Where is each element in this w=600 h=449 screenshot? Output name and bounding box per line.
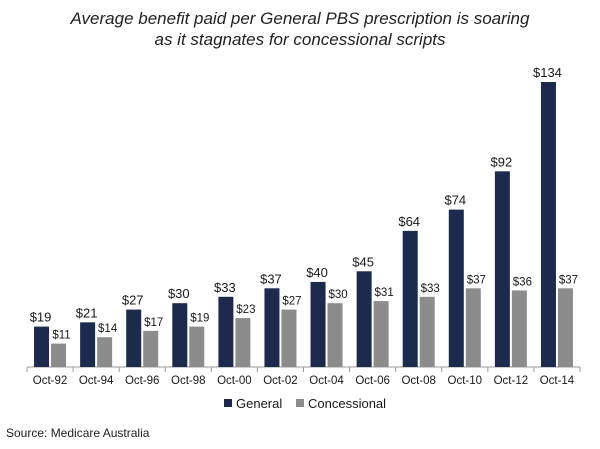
- bar-general: [448, 209, 464, 367]
- bar-general: [402, 230, 418, 367]
- data-label-concessional: $27: [282, 296, 301, 308]
- data-label-concessional: $37: [559, 274, 578, 286]
- data-label-concessional: $23: [236, 304, 255, 316]
- data-label-general: $27: [122, 293, 144, 308]
- x-tick-label: Oct-00: [217, 375, 252, 387]
- bar-concessional: [235, 318, 251, 367]
- bar-general: [494, 171, 510, 367]
- x-tick-label: Oct-96: [125, 375, 160, 387]
- x-tick-label: Oct-12: [494, 375, 529, 387]
- x-tick-label: Oct-10: [448, 375, 483, 387]
- bar-concessional: [97, 337, 113, 367]
- data-label-general: $21: [76, 305, 98, 320]
- bar-concessional: [465, 288, 481, 367]
- bar-general: [356, 271, 372, 367]
- bar-general: [172, 303, 188, 367]
- bar-concessional: [511, 290, 527, 367]
- bar-general: [126, 309, 142, 367]
- data-label-general: $19: [30, 310, 52, 325]
- bar-concessional: [281, 309, 297, 367]
- data-label-concessional: $17: [144, 317, 163, 329]
- x-tick-label: Oct-94: [79, 375, 114, 387]
- bar-concessional: [189, 326, 205, 367]
- data-label-concessional: $11: [52, 330, 70, 342]
- bar-general: [218, 296, 234, 367]
- data-label-general: $92: [491, 154, 513, 169]
- legend-swatch-concessional: [296, 399, 304, 407]
- data-label-general: $45: [352, 254, 374, 269]
- data-label-concessional: $37: [467, 274, 486, 286]
- legend-swatch-general: [224, 399, 232, 407]
- data-label-concessional: $33: [421, 283, 440, 295]
- bar-concessional: [327, 303, 343, 367]
- bar-general: [34, 326, 50, 367]
- chart-title: Average benefit paid per General PBS pre…: [0, 8, 600, 50]
- x-tick-label: Oct-08: [401, 375, 436, 387]
- x-tick-label: Oct-06: [355, 375, 390, 387]
- data-label-general: $40: [306, 265, 328, 280]
- bar-concessional: [557, 288, 573, 367]
- x-tick-label: Oct-98: [171, 375, 206, 387]
- data-label-concessional: $30: [328, 289, 347, 301]
- source-note: Source: Medicare Australia: [6, 426, 150, 440]
- legend-label-concessional: Concessional: [308, 396, 386, 411]
- x-tick-label: Oct-04: [309, 375, 344, 387]
- bar-general: [310, 281, 326, 367]
- bar-general: [80, 322, 96, 367]
- bar-concessional: [373, 301, 389, 367]
- bar-concessional: [143, 330, 159, 367]
- bar-concessional: [419, 296, 435, 367]
- data-label-concessional: $14: [98, 323, 118, 335]
- bar-general: [264, 288, 280, 367]
- chart-title-line-2: as it stagnates for concessional scripts: [154, 30, 446, 49]
- x-tick-label: Oct-92: [33, 375, 68, 387]
- data-label-general: $37: [260, 271, 282, 286]
- bar-concessional: [51, 343, 67, 367]
- x-tick-label: Oct-02: [263, 375, 298, 387]
- data-label-concessional: $19: [190, 313, 209, 325]
- data-label-general: $33: [214, 280, 236, 295]
- data-label-concessional: $31: [375, 287, 394, 299]
- bar-general: [540, 82, 556, 367]
- data-label-general: $30: [168, 286, 190, 301]
- data-label-general: $64: [398, 214, 420, 229]
- x-tick-label: Oct-14: [540, 375, 575, 387]
- legend-label-general: General: [236, 396, 282, 411]
- data-label-general: $74: [444, 193, 466, 208]
- data-label-concessional: $36: [513, 276, 532, 288]
- chart-title-line-1: Average benefit paid per General PBS pre…: [70, 9, 530, 28]
- data-label-general: $134: [533, 65, 562, 80]
